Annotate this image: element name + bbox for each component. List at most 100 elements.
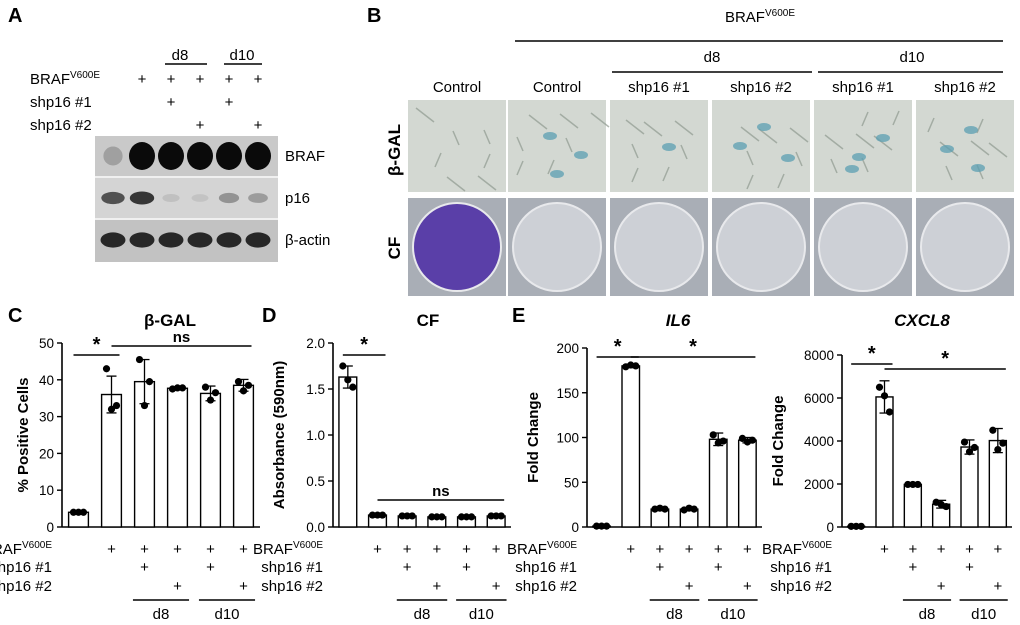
y-tick-label: 8000 <box>804 348 834 363</box>
bgal-image <box>610 100 708 192</box>
y-axis-title: % Positive Cells <box>15 377 32 492</box>
y-tick-label: 30 <box>39 410 54 425</box>
cf-well <box>716 202 806 292</box>
data-point <box>738 434 747 442</box>
x-plus-mark: + <box>432 578 441 595</box>
day-group-label: d10 <box>469 606 494 623</box>
y-axis-title: Fold Change <box>770 396 787 487</box>
cell-outline <box>446 176 466 192</box>
cell-outline <box>970 140 990 156</box>
bgal-stain <box>662 143 676 151</box>
data-point <box>914 480 922 489</box>
blot-mark-braf: + <box>254 71 263 88</box>
data-point <box>597 522 606 530</box>
chart-0: β-GAL % Positive Cells 0 10 20 30 40 50 * ns BRAFV… <box>0 311 260 623</box>
band-label-actin: β-actin <box>285 232 330 249</box>
bgal-stain <box>971 164 985 172</box>
day-group-label: d10 <box>720 606 745 623</box>
y-tick-label: 200 <box>556 341 579 356</box>
cell-outline <box>945 165 953 181</box>
y-tick-label: 6000 <box>804 391 834 406</box>
chart-title: CXCL8 <box>894 311 950 330</box>
x-plus-mark: + <box>140 541 149 558</box>
x-plus-mark: + <box>626 541 635 558</box>
x-row-label-shp2: shp16 #2 <box>261 578 323 595</box>
x-row-label-shp1: shp16 #1 <box>0 559 52 576</box>
y-tick-label: 0.0 <box>306 520 325 535</box>
day-group-label: d8 <box>153 606 170 623</box>
data-point <box>102 365 111 373</box>
band-label-p16: p16 <box>285 190 310 207</box>
micro-column-label: shp16 #2 <box>730 79 792 96</box>
data-point <box>206 396 215 404</box>
data-point <box>965 448 974 456</box>
blot-band <box>216 142 242 170</box>
data-point <box>632 362 640 370</box>
y-tick-label: 150 <box>556 386 579 401</box>
bgal-stain <box>940 145 954 153</box>
data-point <box>428 513 436 521</box>
x-plus-mark: + <box>965 559 974 576</box>
y-tick-label: 2.0 <box>306 336 325 351</box>
data-point <box>373 511 382 519</box>
cell-outline <box>483 153 491 169</box>
x-plus-mark: + <box>492 578 501 595</box>
chart-3: CXCL8 Fold Change 0 2000 4000 6000 8000 * * BRAFV… <box>762 311 1012 623</box>
cell-outline <box>861 157 869 173</box>
blot-band <box>158 232 184 248</box>
micro-header: BRAFV600E d8 d10 <box>515 8 1003 73</box>
cell-outline <box>674 120 694 136</box>
micro-column-labels: Control Control shp16 #1 shp16 #2 shp16 #1 sh… <box>433 79 996 96</box>
x-plus-mark: + <box>743 541 752 558</box>
data-point <box>201 383 210 391</box>
bar <box>708 438 728 528</box>
cell-outline <box>625 119 645 135</box>
bar <box>903 483 923 528</box>
cell-outline <box>662 166 670 182</box>
x-row-label-shp1: shp16 #1 <box>770 559 832 576</box>
micro-group-d10: d10 <box>899 49 924 66</box>
y-tick-label: 20 <box>39 446 54 461</box>
data-point <box>69 508 78 516</box>
significance-label: * <box>614 336 622 358</box>
data-point <box>398 512 406 520</box>
blot-image <box>95 136 278 262</box>
cell-outline <box>777 173 785 189</box>
data-point <box>709 431 717 439</box>
x-plus-mark: + <box>239 541 248 558</box>
blot-row-label-shp1: shp16 #1 <box>30 94 92 111</box>
cell-outline <box>590 112 610 128</box>
data-point <box>79 508 88 516</box>
data-point <box>145 378 154 386</box>
chart-title: IL6 <box>666 311 691 330</box>
y-tick-label: 40 <box>39 373 54 388</box>
cf-well <box>920 202 1010 292</box>
y-axis-title: Absorbance (590nm) <box>271 361 288 509</box>
blot-header: d8 d10 BRAFV600E shp16 #1 shp16 #2 + + + + +… <box>30 47 263 134</box>
data-point <box>349 383 357 391</box>
x-plus-mark: + <box>173 541 182 558</box>
data-point <box>462 513 471 521</box>
panel-letter-c: C <box>8 305 22 327</box>
data-point <box>719 437 727 445</box>
blot-band <box>245 142 271 170</box>
data-point <box>344 376 352 384</box>
blot-band <box>216 232 242 248</box>
x-plus-mark: + <box>965 541 974 558</box>
cell-outline <box>789 127 809 143</box>
data-point <box>661 505 669 513</box>
x-plus-mark: + <box>993 541 1002 558</box>
data-point <box>234 378 243 386</box>
cell-outline <box>434 152 442 168</box>
bgal-stain <box>757 123 771 131</box>
y-tick-label: 50 <box>564 475 579 490</box>
x-plus-mark: + <box>743 578 752 595</box>
x-plus-mark: + <box>492 541 501 558</box>
data-point <box>112 401 121 410</box>
data-point <box>852 522 860 530</box>
x-plus-mark: + <box>656 541 665 558</box>
x-plus-mark: + <box>206 541 215 558</box>
cell-outline <box>824 134 844 150</box>
bgal-stain <box>964 126 978 134</box>
bgal-image <box>916 100 1014 192</box>
